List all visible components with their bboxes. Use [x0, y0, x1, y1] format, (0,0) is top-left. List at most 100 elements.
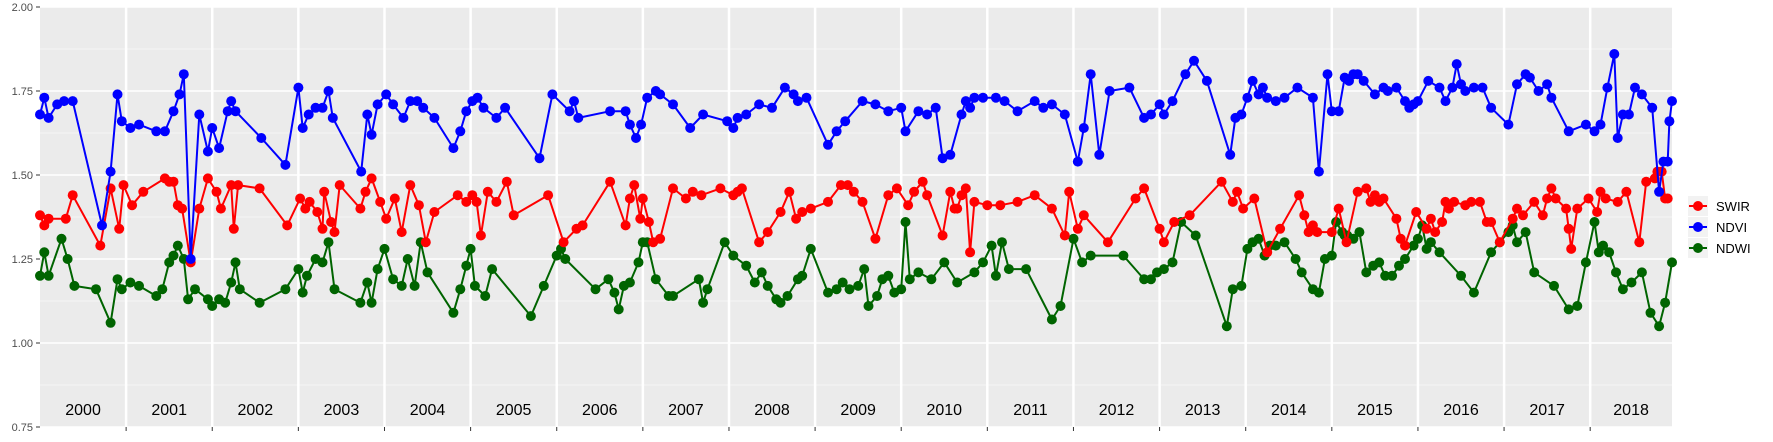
swir-point: [1437, 217, 1448, 227]
ndwi-point: [1236, 280, 1247, 291]
ndwi-point: [969, 267, 980, 278]
ndwi-point: [1456, 270, 1466, 281]
ndwi-point: [1520, 227, 1531, 238]
ndvi-point: [1124, 82, 1135, 93]
ndvi-point: [1072, 156, 1083, 167]
year-label-2016: 2016: [1443, 402, 1479, 419]
ndwi-point: [698, 297, 709, 308]
series-swir: [35, 166, 1673, 268]
swir-point: [127, 200, 138, 211]
swir-point: [1275, 223, 1286, 234]
year-strips: 2000 2001 2002 2003 2004 2005 2006 2007 2008 2009…: [65, 402, 1649, 431]
ndvi-point: [1451, 59, 1462, 70]
ndwi-point: [112, 274, 123, 285]
ndvi-point: [67, 96, 78, 107]
swir-point: [960, 183, 971, 194]
ndvi-point: [534, 153, 545, 164]
swir-point: [1583, 193, 1594, 204]
legend-item-ndvi: NDVI: [1688, 217, 1747, 237]
ndwi-point: [455, 284, 466, 295]
swir-point: [1563, 223, 1574, 234]
ndwi-point: [797, 270, 808, 281]
ndwi-point: [1563, 304, 1574, 315]
ndvi-point: [429, 112, 440, 123]
ndwi-point: [1354, 227, 1365, 238]
swir-point: [389, 193, 400, 204]
ndvi-point: [1580, 119, 1591, 130]
ndvi-point: [461, 106, 472, 117]
ndvi-point: [381, 89, 392, 100]
y-axis: 0.75 1.00 1.25 1.50 1.75 2.00: [12, 2, 40, 434]
swir-point: [903, 200, 914, 211]
ndvi-point: [1038, 102, 1049, 113]
ndwi-point: [1227, 284, 1238, 295]
ndvi-point: [1524, 72, 1535, 83]
ndwi-point: [719, 237, 730, 248]
ndwi-point: [43, 270, 54, 281]
ndwi-point: [1139, 274, 1150, 285]
swir-point: [482, 186, 493, 197]
swir-point: [1507, 213, 1518, 224]
ndvi-point: [362, 109, 373, 120]
ndwi-point: [1636, 267, 1647, 278]
legend-label-swir: SWIR: [1716, 199, 1750, 214]
swir-point: [461, 196, 472, 207]
ndwi-point: [172, 240, 183, 251]
ndwi-point: [1434, 247, 1445, 258]
ndwi-point: [1361, 267, 1372, 278]
ndvi-point: [722, 116, 733, 127]
ndvi-point: [1662, 156, 1673, 167]
ndwi-point: [1589, 217, 1600, 227]
swir-point: [842, 180, 853, 191]
ndvi-point: [779, 82, 790, 93]
ndwi-point: [1529, 267, 1540, 278]
swir-point: [1139, 183, 1150, 194]
year-label-2005: 2005: [496, 402, 532, 419]
swir-point: [1078, 210, 1089, 221]
swir-point: [982, 200, 993, 211]
ndvi-point: [194, 109, 205, 120]
ndvi-point: [178, 69, 189, 80]
ndvi-point: [937, 153, 948, 164]
swir-point: [168, 176, 179, 187]
ndwi-point: [837, 277, 848, 288]
ndvi-point: [945, 149, 956, 160]
ndvi-point: [478, 102, 489, 113]
ndwi-point: [853, 280, 864, 291]
ndvi-point: [1391, 82, 1402, 93]
swir-point: [366, 173, 377, 184]
ndvi-point: [1423, 75, 1434, 86]
ndvi-point: [448, 143, 459, 154]
ndvi-point: [1059, 109, 1070, 120]
swir-point: [501, 176, 512, 187]
ndwi-point: [1387, 270, 1398, 281]
ndwi-point: [1394, 260, 1404, 271]
ndvi-point: [1094, 149, 1105, 160]
ndwi-point: [1412, 233, 1423, 244]
ndvi-point: [1533, 86, 1544, 96]
ndwi-point: [1253, 233, 1264, 244]
swir-point: [381, 213, 392, 224]
ndvi-point: [185, 254, 196, 264]
series-ndvi: [35, 49, 1677, 264]
swir-point: [1227, 196, 1238, 207]
swir-point: [1130, 193, 1141, 204]
ndwi-point: [1626, 277, 1637, 288]
ndwi-point: [1326, 250, 1337, 261]
swir-point: [1494, 237, 1505, 248]
swir-point: [1352, 186, 1363, 197]
ndvi-point: [174, 89, 185, 100]
ndvi-point: [1225, 149, 1236, 160]
swir-point: [475, 230, 486, 241]
ndvi-point: [1012, 106, 1023, 117]
ndvi-point: [569, 96, 579, 107]
ndwi-point: [1572, 301, 1583, 311]
ndvi-point: [1262, 92, 1273, 103]
ndwi-point: [1003, 264, 1014, 275]
swir-point: [1566, 243, 1577, 254]
ndwi-point: [978, 257, 988, 268]
swir-point: [118, 180, 129, 191]
swir-point: [995, 200, 1006, 211]
swir-point: [282, 220, 293, 231]
ndvi-point: [1279, 92, 1290, 103]
